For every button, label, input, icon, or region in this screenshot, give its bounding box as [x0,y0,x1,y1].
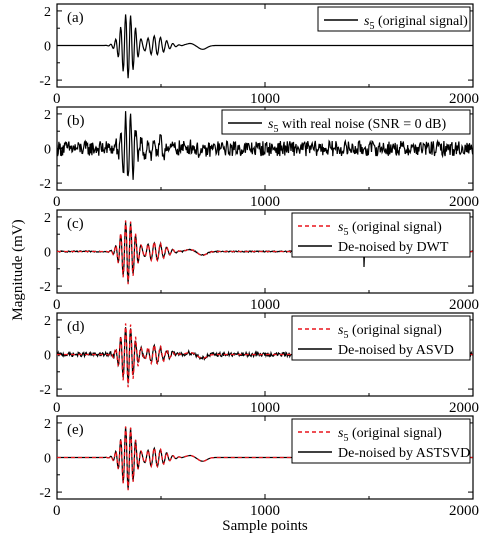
x-tick-label: 1000 [250,91,280,107]
series-line [57,426,473,491]
x-tick-label: 2000 [449,91,479,107]
y-tick-label: 2 [44,5,51,20]
legend-entry: De-noised by DWT [338,240,449,255]
legend-text: (original signal) [348,323,442,338]
legend-symbol: s [338,426,344,441]
legend-entry: s5 (original signal) [364,14,468,32]
y-tick-label: 2 [44,211,51,226]
x-tick-label: 0 [53,297,61,313]
legend-box [221,109,471,135]
legend-box [291,315,471,361]
y-tick-label: -2 [39,74,51,89]
legend-entry: De-noised by ASVD [338,343,454,358]
y-tick-label: 0 [44,143,51,158]
x-tick-label: 1000 [250,194,280,210]
y-tick-label: -2 [39,177,51,192]
y-tick-label: 0 [44,246,51,261]
y-axis-label: Magnitude (mV) [10,219,26,320]
series-line [57,14,473,79]
x-axis-label: Sample points [222,518,308,534]
legend-entry: s5 with real noise (SNR = 0 dB) [268,117,447,135]
y-tick-label: 2 [44,108,51,123]
series-line [57,220,473,285]
y-tick-label: 2 [44,417,51,432]
x-tick-label: 2000 [449,194,479,210]
x-tick-label: 0 [53,400,61,416]
y-tick-label: 0 [44,40,51,55]
legend-symbol: s [338,323,344,338]
legend-symbol: s [268,117,274,132]
legend-subscript: 5 [369,21,374,32]
legend-entry: s5 (original signal) [338,220,442,238]
x-tick-label: 2000 [449,503,479,519]
legend-text: (original signal) [374,14,468,29]
legend-text: (original signal) [348,426,442,441]
legend-symbol: s [364,14,370,29]
x-tick-label: 1000 [250,297,280,313]
legend-text: with real noise (SNR = 0 dB) [278,117,446,132]
x-tick-label: 2000 [449,400,479,416]
y-tick-label: -2 [39,280,51,295]
legend-subscript: 5 [343,227,348,238]
panel-label: (c) [67,216,84,232]
legend-entry: s5 (original signal) [338,426,442,444]
legend-box [317,6,471,32]
legend-text: (original signal) [348,220,442,235]
legend-box [291,212,471,258]
y-tick-label: -2 [39,383,51,398]
series-line [57,111,473,180]
panel-label: (d) [67,319,85,335]
y-tick-label: 0 [44,452,51,467]
legend-entry: s5 (original signal) [338,323,442,341]
x-tick-label: 2000 [449,297,479,313]
y-tick-label: 2 [44,314,51,329]
legend-symbol: s [338,220,344,235]
y-tick-label: 0 [44,349,51,364]
legend-entry: De-noised by ASTSVD [338,446,470,461]
x-tick-label: 1000 [250,400,280,416]
x-tick-label: 0 [53,194,61,210]
x-tick-label: 0 [53,503,61,519]
x-tick-label: 1000 [250,503,280,519]
y-tick-label: -2 [39,486,51,501]
legend-subscript: 5 [343,433,348,444]
panel-label: (e) [67,422,84,438]
x-tick-label: 0 [53,91,61,107]
legend-box [291,418,471,464]
legend-subscript: 5 [343,330,348,341]
panel-label: (a) [67,10,84,26]
series-line [57,323,473,388]
panel-label: (b) [67,113,85,129]
legend-subscript: 5 [273,124,278,135]
